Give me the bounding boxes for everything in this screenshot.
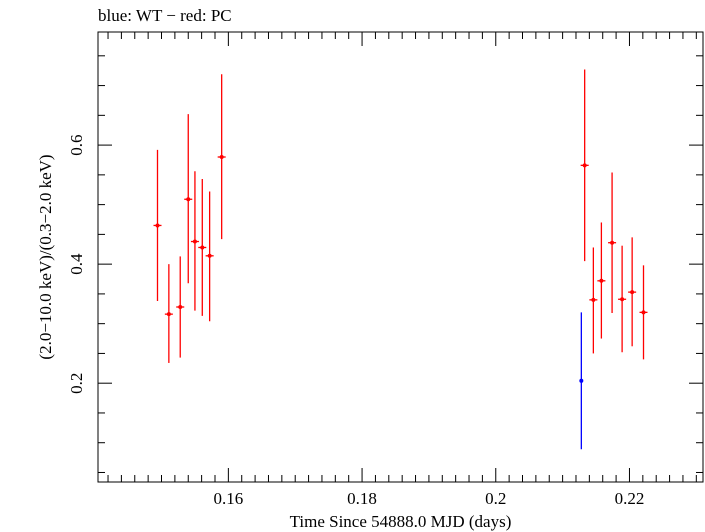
- data-point: [176, 256, 185, 358]
- point-marker: [178, 305, 183, 309]
- chart-title: blue: WT − red: PC: [98, 6, 232, 25]
- point-marker: [192, 239, 197, 244]
- point-marker: [582, 163, 587, 168]
- data-point: [639, 265, 648, 360]
- y-axis-label: (2.0−10.0 keV)/(0.3−2.0 keV): [36, 154, 55, 359]
- x-tick-label: 0.2: [485, 489, 506, 508]
- point-marker: [186, 197, 191, 202]
- x-axis-ticks: 0.16 0.18 0.2 0.22: [107, 32, 697, 508]
- data-point: [579, 312, 584, 450]
- point-marker: [219, 155, 224, 159]
- point-marker: [579, 378, 584, 383]
- point-marker: [620, 297, 625, 302]
- data-point: [580, 69, 589, 262]
- data-series: [153, 69, 648, 450]
- data-point: [628, 237, 637, 347]
- y-axis-ticks: 0.2 0.4 0.6: [67, 55, 703, 473]
- point-marker: [641, 310, 646, 315]
- data-point: [153, 149, 162, 302]
- point-marker: [166, 312, 171, 317]
- y-tick-label: 0.2: [67, 373, 86, 394]
- data-point: [184, 114, 193, 284]
- point-marker: [630, 290, 635, 295]
- data-point: [190, 171, 199, 311]
- series-1: [579, 312, 584, 450]
- point-marker: [591, 297, 596, 302]
- data-point: [164, 264, 173, 363]
- x-tick-label: 0.18: [347, 489, 377, 508]
- x-tick-label: 0.22: [615, 489, 645, 508]
- data-point: [597, 222, 606, 339]
- data-point: [618, 245, 627, 353]
- point-marker: [599, 278, 604, 283]
- y-tick-label: 0.4: [67, 253, 86, 275]
- data-point: [198, 179, 207, 316]
- point-marker: [200, 245, 205, 250]
- data-point: [589, 247, 598, 354]
- y-tick-label: 0.6: [67, 134, 86, 155]
- x-axis-label: Time Since 54888.0 MJD (days): [290, 512, 512, 531]
- point-marker: [610, 240, 615, 245]
- data-point: [608, 172, 617, 313]
- x-tick-label: 0.16: [213, 489, 243, 508]
- data-point: [205, 191, 214, 322]
- data-point: [217, 74, 226, 240]
- point-marker: [207, 253, 212, 258]
- plot-frame: [97, 31, 704, 483]
- series-0: [153, 69, 648, 363]
- point-marker: [155, 223, 160, 228]
